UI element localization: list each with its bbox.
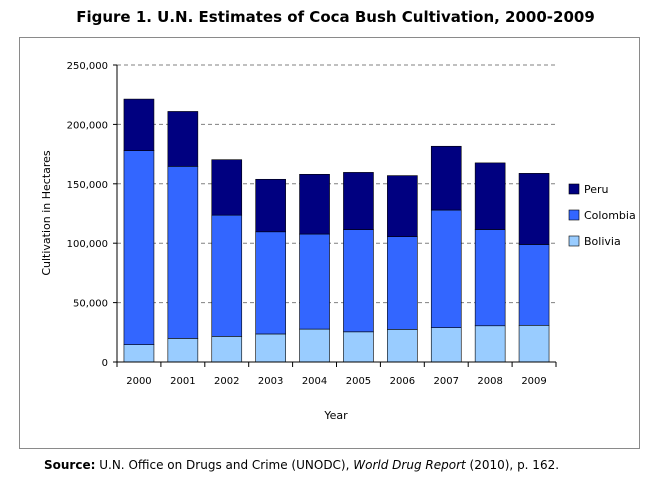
y-tick-label: 100,000 bbox=[67, 239, 108, 250]
bar-colombia-2004 bbox=[299, 233, 330, 330]
bar-bolivia-2008 bbox=[474, 325, 506, 363]
legend-label-colombia: Colombia bbox=[584, 209, 636, 222]
bar-peru-2001 bbox=[167, 111, 199, 167]
bar-colombia-2001 bbox=[167, 166, 199, 339]
source-text-end: (2010), p. 162. bbox=[469, 458, 560, 472]
y-tick-label: 200,000 bbox=[67, 120, 108, 131]
x-tick-label: 2001 bbox=[170, 376, 195, 387]
bar-peru-2002 bbox=[211, 159, 243, 216]
bar-peru-2003 bbox=[255, 178, 286, 233]
legend-swatch-peru bbox=[568, 183, 580, 195]
legend-swatch-colombia bbox=[568, 209, 580, 221]
bar-colombia-2008 bbox=[474, 229, 506, 327]
y-tick-label: 250,000 bbox=[67, 61, 108, 72]
bar-colombia-2000 bbox=[123, 150, 155, 345]
bar-bolivia-2007 bbox=[430, 327, 462, 363]
x-tick-labels: 2000 2001 2002 2003 2004 2005 2006 2007 2008 2009 bbox=[126, 376, 547, 387]
x-tick-label: 2009 bbox=[521, 376, 546, 387]
x-tick-label: 2007 bbox=[434, 376, 459, 387]
y-tick-label: 0 bbox=[102, 358, 108, 369]
source-note: Source: U.N. Office on Drugs and Crime (… bbox=[44, 458, 559, 472]
source-label: Source: bbox=[44, 458, 96, 472]
bar-bolivia-2005 bbox=[343, 331, 374, 363]
bar-bolivia-2002 bbox=[211, 336, 243, 363]
axes bbox=[113, 64, 557, 367]
x-tick-label: 2005 bbox=[346, 376, 371, 387]
bar-bolivia-2009 bbox=[518, 324, 550, 363]
y-tick-label: 150,000 bbox=[67, 180, 108, 191]
x-tick-label: 2006 bbox=[390, 376, 415, 387]
y-tick-labels: 0 50,000 100,000 150,000 200,000 250,000 bbox=[67, 61, 108, 369]
legend-label-peru: Peru bbox=[584, 183, 609, 196]
bar-bolivia-2006 bbox=[387, 329, 418, 363]
bar-bolivia-2004 bbox=[299, 328, 330, 363]
chart-frame bbox=[19, 37, 640, 449]
bar-peru-2008 bbox=[474, 162, 506, 230]
bar-bolivia-2003 bbox=[255, 333, 286, 363]
bar-colombia-2006 bbox=[387, 236, 418, 330]
bar-colombia-2007 bbox=[430, 209, 462, 328]
bar-peru-2000 bbox=[123, 98, 155, 151]
bar-colombia-2009 bbox=[518, 244, 550, 326]
bar-peru-2004 bbox=[299, 173, 330, 235]
y-tick-label: 50,000 bbox=[73, 299, 108, 310]
x-tick-label: 2004 bbox=[302, 376, 327, 387]
bar-colombia-2002 bbox=[211, 214, 243, 337]
x-tick-label: 2008 bbox=[477, 376, 502, 387]
legend-label-bolivia: Bolivia bbox=[584, 235, 621, 248]
x-tick-label: 2000 bbox=[126, 376, 151, 387]
y-axis-label: Cultivation in Hectares bbox=[40, 150, 53, 276]
bar-bolivia-2001 bbox=[167, 338, 199, 363]
figure-title: Figure 1. U.N. Estimates of Coca Bush Cu… bbox=[76, 8, 595, 26]
bar-bolivia-2000 bbox=[123, 344, 155, 363]
bar-peru-2007 bbox=[430, 145, 462, 211]
x-tick-label: 2003 bbox=[258, 376, 283, 387]
bar-colombia-2005 bbox=[343, 229, 374, 333]
bar-colombia-2003 bbox=[255, 231, 286, 335]
legend: Peru Colombia Bolivia bbox=[568, 183, 636, 248]
bar-peru-2006 bbox=[387, 175, 418, 237]
bar-peru-2009 bbox=[518, 173, 550, 245]
bar-peru-2005 bbox=[343, 172, 374, 230]
x-axis-label: Year bbox=[323, 409, 348, 422]
source-text: U.N. Office on Drugs and Crime (UNODC), bbox=[99, 458, 350, 472]
legend-swatch-bolivia bbox=[568, 235, 580, 247]
x-tick-label: 2002 bbox=[214, 376, 239, 387]
source-publication: World Drug Report bbox=[353, 458, 466, 472]
bars bbox=[123, 98, 550, 363]
